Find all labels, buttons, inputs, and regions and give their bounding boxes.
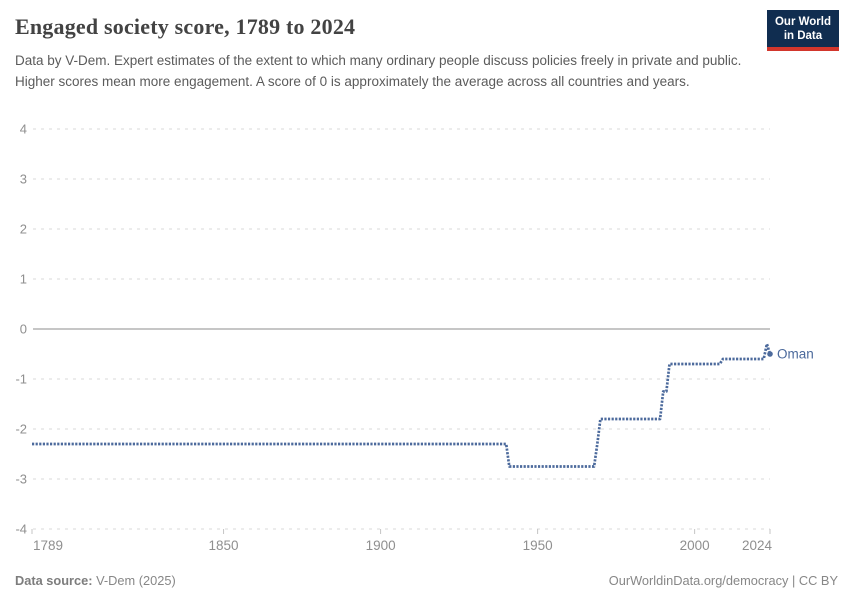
attribution-link[interactable]: OurWorldinData.org/democracy | CC BY: [608, 573, 838, 588]
x-tick-label: 2024: [742, 538, 773, 553]
data-line-oman: [32, 342, 772, 468]
owid-logo-line2: in Data: [783, 30, 823, 42]
x-tick-label: 1850: [209, 538, 239, 553]
y-tick-label: -4: [15, 522, 27, 537]
x-tick-label: 1950: [523, 538, 553, 553]
chart-subtitle: Data by V-Dem. Expert estimates of the e…: [15, 53, 742, 89]
data-source-label: Data source:: [15, 573, 93, 588]
y-tick-label: 4: [20, 122, 27, 137]
y-tick-label: -1: [15, 372, 27, 387]
y-tick-label: 2: [20, 222, 27, 237]
chart-footer: Data source: V-Dem (2025) OurWorldinData…: [0, 573, 850, 588]
chart-title: Engaged society score, 1789 to 2024: [15, 14, 356, 39]
y-tick-label: -3: [15, 472, 27, 487]
owid-logo[interactable]: Our World in Data: [766, 10, 839, 51]
owid-logo-line1: Our World: [774, 16, 831, 28]
x-tick-label: 1900: [366, 538, 396, 553]
y-tick-label: 1: [20, 272, 27, 287]
data-source-value: V-Dem (2025): [92, 573, 176, 588]
entity-label-oman: Oman: [777, 347, 814, 362]
y-tick-label: -2: [15, 422, 27, 437]
y-tick-label: 3: [20, 172, 27, 187]
data-source-note: Data source: V-Dem (2025): [15, 573, 176, 588]
x-tick-label: 2000: [680, 538, 710, 553]
x-tick-label: 1789: [33, 538, 63, 553]
data-line-endpoint: [767, 351, 773, 357]
y-tick-label: 0: [20, 322, 27, 337]
